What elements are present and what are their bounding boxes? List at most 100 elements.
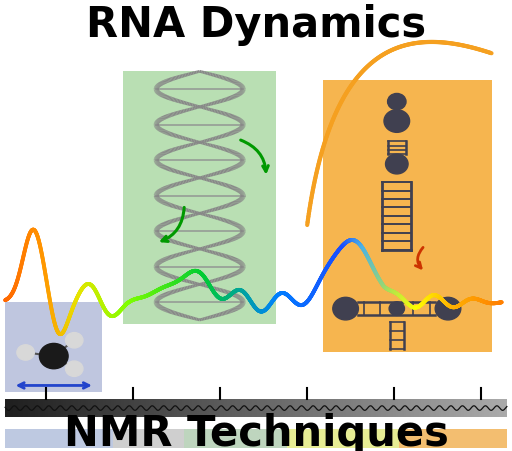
Bar [371, 400, 374, 417]
Bar [144, 400, 147, 417]
Bar [182, 400, 185, 417]
Circle shape [386, 155, 408, 175]
Bar [419, 400, 422, 417]
Bar [411, 400, 414, 417]
Bar [58, 400, 61, 417]
Bar [452, 400, 455, 417]
Bar [383, 400, 387, 417]
Bar [464, 400, 467, 417]
Bar [378, 400, 381, 417]
Bar [292, 400, 295, 417]
Circle shape [384, 110, 410, 133]
Bar [260, 400, 263, 417]
Bar [492, 400, 495, 417]
Bar [134, 400, 137, 417]
Bar [376, 400, 379, 417]
Bar [78, 400, 81, 417]
Bar [454, 400, 457, 417]
Bar [184, 429, 287, 448]
Bar [86, 400, 89, 417]
Bar [242, 400, 245, 417]
Bar [499, 400, 502, 417]
Bar [414, 400, 417, 417]
Bar [136, 400, 139, 417]
Bar [338, 400, 341, 417]
Bar [126, 400, 129, 417]
Bar [204, 400, 207, 417]
Bar [98, 400, 101, 417]
Bar [267, 400, 270, 417]
Bar [504, 400, 507, 417]
Bar [389, 400, 391, 417]
Bar [113, 429, 184, 448]
Bar [161, 400, 164, 417]
Bar [149, 400, 152, 417]
Bar [346, 400, 349, 417]
Bar [234, 400, 238, 417]
Bar [333, 400, 336, 417]
Bar [156, 400, 159, 417]
Bar [255, 400, 258, 417]
Bar [366, 400, 369, 417]
Bar [60, 400, 63, 417]
Bar [300, 400, 303, 417]
Bar [245, 400, 248, 417]
Bar [68, 400, 71, 417]
Bar [119, 400, 122, 417]
Bar [278, 400, 281, 417]
Bar [189, 400, 192, 417]
Bar [436, 400, 439, 417]
Bar [116, 400, 119, 417]
Bar [154, 400, 157, 417]
Bar [220, 400, 223, 417]
Bar [194, 400, 197, 417]
Bar [360, 400, 364, 417]
Bar [169, 400, 172, 417]
Bar [141, 400, 144, 417]
Bar [250, 400, 253, 417]
Bar [53, 400, 56, 417]
Bar [40, 400, 44, 417]
Bar [222, 400, 225, 417]
Bar [23, 400, 26, 417]
Bar [406, 400, 409, 417]
Bar [358, 400, 361, 417]
Bar [295, 400, 298, 417]
Bar [191, 400, 195, 417]
Bar [30, 400, 33, 417]
Bar [224, 400, 227, 417]
Bar [71, 400, 74, 417]
Bar [444, 400, 447, 417]
Bar [257, 400, 260, 417]
Bar [482, 400, 485, 417]
Bar [363, 400, 366, 417]
Bar [123, 400, 126, 417]
Bar [439, 400, 442, 417]
Text: RNA Dynamics: RNA Dynamics [86, 4, 426, 46]
Bar [237, 400, 240, 417]
Bar [386, 400, 389, 417]
Bar [403, 400, 407, 417]
Bar [348, 400, 351, 417]
Bar [10, 400, 13, 417]
Bar [207, 400, 210, 417]
Circle shape [17, 345, 34, 360]
Bar [416, 400, 419, 417]
Bar [83, 400, 87, 417]
Bar [446, 400, 450, 417]
Bar [484, 400, 487, 417]
Bar [393, 400, 396, 417]
Bar [66, 400, 69, 417]
Bar [401, 400, 404, 417]
Bar [409, 400, 412, 417]
Circle shape [66, 333, 83, 348]
Bar [91, 400, 94, 417]
Bar [323, 400, 326, 417]
Bar [129, 400, 132, 417]
Bar [232, 400, 235, 417]
Bar [247, 400, 250, 417]
Bar [502, 400, 505, 417]
Bar [215, 400, 218, 417]
Bar [217, 400, 220, 417]
FancyBboxPatch shape [323, 81, 492, 352]
